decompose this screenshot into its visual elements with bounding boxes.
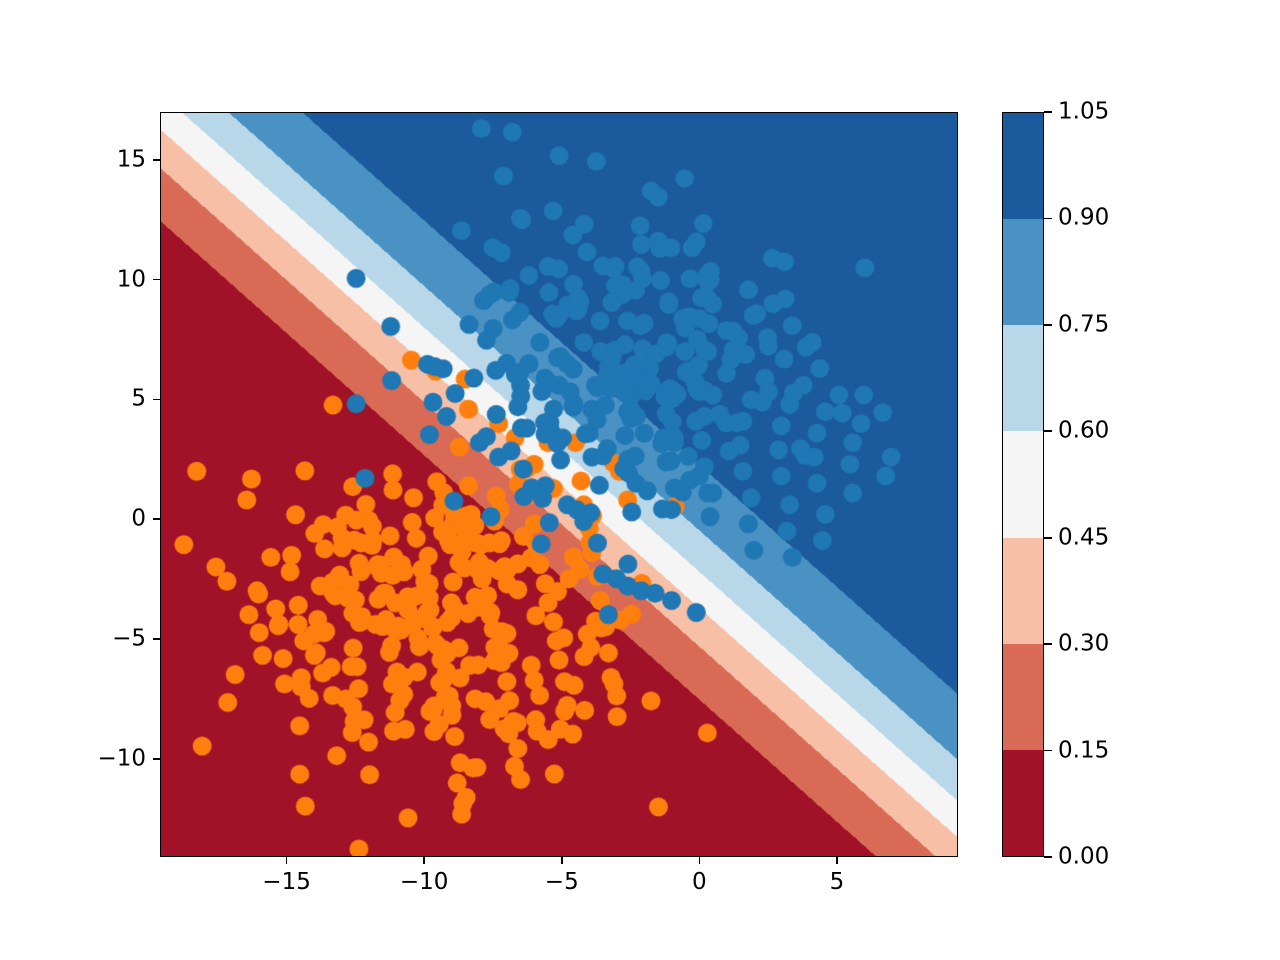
y-tick-mark [153, 638, 160, 640]
colorbar-tick-label: 0.30 [1058, 630, 1110, 657]
y-tick-label: −5 [112, 625, 146, 652]
colorbar-band [1003, 325, 1043, 432]
x-tick-label: −15 [262, 869, 311, 895]
x-tick-mark [285, 857, 288, 864]
y-tick-label: 0 [131, 505, 146, 532]
y-tick-mark [153, 398, 160, 401]
x-tick-mark [560, 857, 563, 864]
colorbar-band [1003, 537, 1043, 644]
y-tick-mark [153, 278, 160, 281]
colorbar-gradient [1002, 112, 1044, 857]
x-tick-label: 0 [692, 869, 707, 895]
y-tick-mark [153, 757, 160, 760]
y-tick-label: 10 [116, 266, 146, 293]
colorbar-band [1003, 643, 1043, 750]
colorbar-band [1003, 113, 1043, 220]
colorbar-tick-label: 0.90 [1058, 204, 1110, 231]
x-tick-label: 5 [829, 869, 845, 895]
x-tick-mark [423, 857, 425, 864]
colorbar-tick-label: 0.45 [1058, 524, 1110, 551]
y-tick-label: 15 [116, 146, 146, 173]
colorbar: 0.00 0.15 0.30 0.45 0.60 0.75 0.90 1.05 [1002, 100, 1109, 868]
colorbar-tick-label: 1.05 [1058, 98, 1110, 125]
colorbar-tick-label: 0.60 [1058, 417, 1110, 444]
colorbar-tick-mark [1044, 536, 1052, 539]
colorbar-tick-label: 0.15 [1058, 737, 1110, 764]
y-tick-mark [153, 518, 160, 521]
colorbar-tick-mark [1044, 217, 1052, 220]
y-tick-label: 5 [131, 385, 146, 412]
colorbar-tick-mark [1044, 856, 1052, 858]
colorbar-band [1003, 431, 1043, 538]
x-tick-label: −10 [399, 869, 449, 895]
y-tick-mark [153, 159, 160, 161]
colorbar-tick-mark [1044, 749, 1052, 752]
x-tick-mark [836, 857, 838, 864]
colorbar-tick-mark [1044, 324, 1052, 326]
plot-axes [160, 112, 958, 857]
scatter-points-layer [161, 113, 957, 856]
colorbar-band [1003, 749, 1043, 856]
x-tick-label: −5 [544, 869, 579, 895]
x-tick-mark [698, 857, 701, 864]
colorbar-band [1003, 219, 1043, 326]
y-tick-label: −10 [97, 745, 146, 772]
colorbar-tick-label: 0.00 [1058, 843, 1110, 870]
colorbar-tick-label: 0.75 [1058, 311, 1110, 338]
colorbar-tick-mark [1044, 111, 1052, 113]
colorbar-tick-mark [1044, 430, 1052, 433]
colorbar-tick-mark [1044, 643, 1052, 645]
